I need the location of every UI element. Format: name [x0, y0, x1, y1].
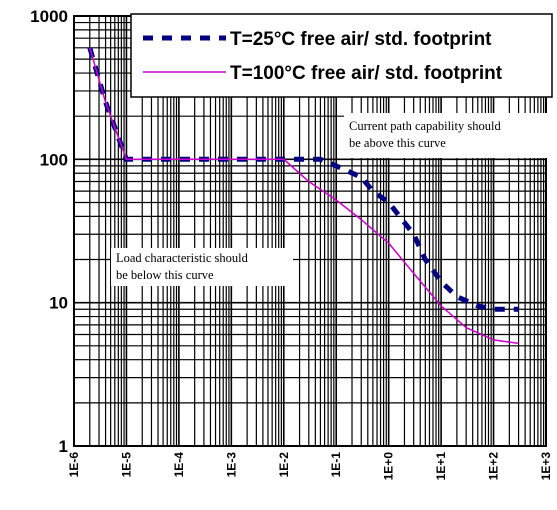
annotation-upper: Current path capability should be above …	[344, 113, 550, 158]
series-line-25c	[87, 47, 519, 312]
x-tick-label: 1E-6	[67, 452, 81, 478]
legend: T=25°C free air/ std. footprint T=100°C …	[130, 13, 553, 98]
legend-label-25c: T=25°C free air/ std. footprint	[230, 29, 492, 50]
annotation-lower: Load characteristic should be below this…	[111, 248, 293, 286]
x-axis-tick-labels: 1E-6 1E-5 1E-4 1E-3 1E-2 1E-1 1E+0 1E+1 1E+2 1E+3	[67, 452, 553, 481]
annotation-upper-line-2: be above this curve	[349, 136, 446, 150]
annotation-lower-line-1: Load characteristic should	[116, 251, 249, 265]
y-tick-label: 10	[49, 294, 68, 313]
legend-label-100c: T=100°C free air/ std. footprint	[230, 63, 503, 84]
annotation-upper-box	[344, 113, 550, 158]
series-line-100c	[89, 47, 519, 345]
series-lines	[87, 47, 519, 345]
annotation-lower-line-2: be below this curve	[116, 268, 214, 282]
x-tick-label: 1E-5	[119, 452, 133, 478]
x-tick-label: 1E-2	[277, 452, 291, 478]
x-tick-label: 1E-4	[172, 452, 186, 478]
legend-box	[130, 13, 553, 98]
y-tick-label: 1000	[30, 7, 68, 26]
y-axis-tick-labels: 1 10 100 1000	[30, 7, 68, 456]
y-tick-label: 100	[40, 150, 68, 169]
y-tick-label: 1	[59, 437, 68, 456]
x-tick-label: 1E-1	[329, 452, 343, 478]
x-tick-label: 1E-3	[224, 452, 238, 478]
x-tick-label: 1E+1	[434, 452, 448, 481]
annotation-lower-box	[111, 248, 293, 286]
x-tick-label: 1E+0	[382, 452, 396, 481]
annotation-upper-line-1: Current path capability should	[349, 119, 501, 133]
x-tick-label: 1E+3	[539, 452, 553, 481]
x-tick-label: 1E+2	[487, 452, 501, 481]
